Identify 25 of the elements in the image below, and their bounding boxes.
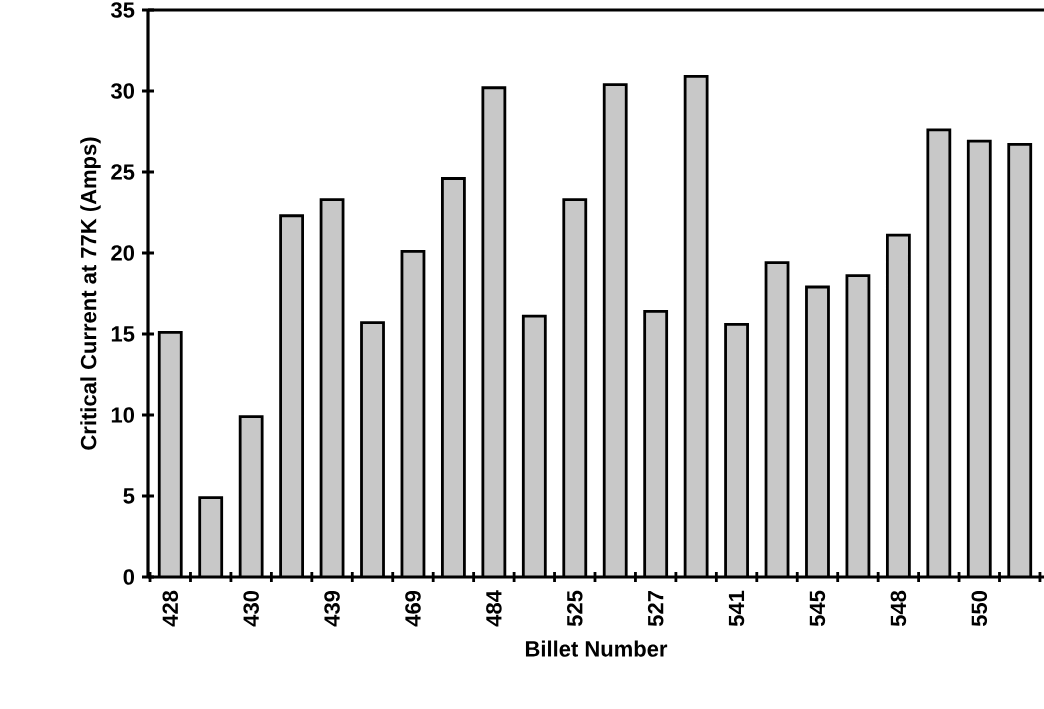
- y-axis-title: Critical Current at 77K (Amps): [80, 137, 101, 450]
- y-tick-label: 20: [111, 245, 135, 261]
- y-tick-label: 0: [123, 569, 135, 585]
- bar: [766, 262, 789, 577]
- y-tick-label: 25: [111, 164, 135, 180]
- x-tick-label: 548: [890, 590, 907, 627]
- x-tick-label: 484: [486, 590, 502, 627]
- x-tick-label: 527: [647, 591, 664, 627]
- bar: [846, 275, 869, 577]
- x-tick-label: 439: [324, 590, 340, 627]
- x-tick-label: 545: [809, 590, 826, 627]
- y-tick-label: 30: [110, 83, 135, 99]
- x-tick-label: 428: [162, 590, 179, 627]
- bar: [401, 251, 424, 577]
- x-tick-label: 525: [567, 590, 583, 627]
- x-tick-label: 469: [405, 590, 421, 627]
- y-tick-label: 15: [111, 326, 135, 342]
- y-tick-label: 10: [111, 407, 135, 423]
- x-tick-label: 541: [728, 590, 745, 627]
- y-tick-label: 5: [123, 488, 135, 504]
- y-tick-label: 35: [110, 2, 135, 18]
- x-tick-label: 550: [971, 590, 988, 627]
- bar: [321, 199, 344, 577]
- x-axis-title: Billet Number: [525, 640, 668, 657]
- x-tick-label: 430: [243, 590, 259, 627]
